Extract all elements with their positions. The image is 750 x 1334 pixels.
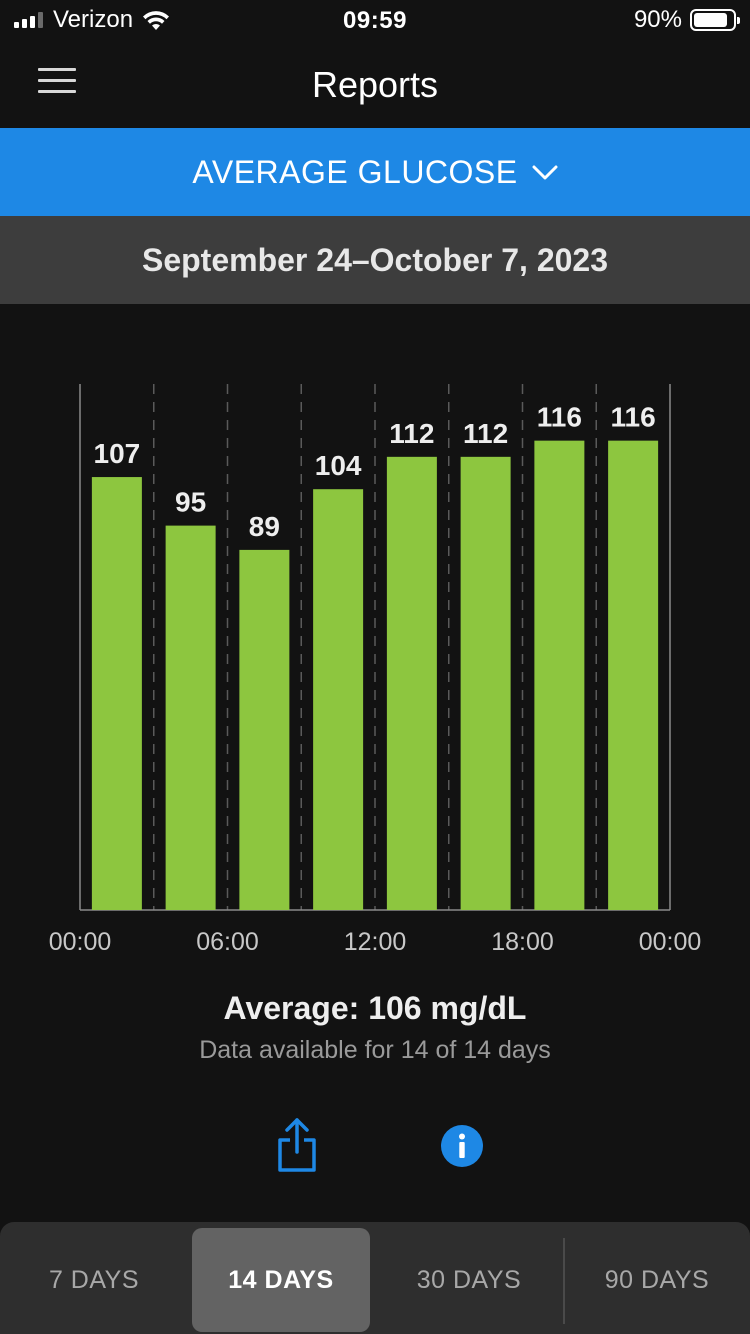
bar-value-label: 104 bbox=[315, 450, 362, 481]
x-tick-label: 12:00 bbox=[344, 928, 407, 956]
bar-value-label: 112 bbox=[463, 418, 508, 449]
date-range-bar: September 24–October 7, 2023 bbox=[0, 216, 750, 304]
report-type-label: AVERAGE GLUCOSE bbox=[192, 153, 518, 190]
bar-value-label: 107 bbox=[94, 438, 141, 469]
bar bbox=[386, 456, 437, 910]
status-bar: Verizon 09:59 90% bbox=[0, 0, 750, 40]
date-range: September 24–October 7, 2023 bbox=[141, 241, 608, 278]
tab-divider bbox=[563, 1238, 565, 1324]
bar bbox=[165, 525, 216, 910]
bar bbox=[239, 549, 290, 910]
x-tick-label: 00:00 bbox=[49, 928, 112, 956]
carrier-name: Verizon bbox=[53, 6, 134, 33]
battery-icon bbox=[690, 9, 740, 31]
hamburger-menu-icon[interactable] bbox=[38, 68, 82, 100]
share-icon[interactable] bbox=[274, 1116, 320, 1176]
period-tab-bar: 7 DAYS 14 DAYS 30 DAYS 90 DAYS bbox=[0, 1222, 750, 1334]
tab-30-days[interactable]: 30 DAYS bbox=[416, 1265, 522, 1294]
wifi-icon bbox=[143, 11, 170, 30]
bar-chart: 107 95 89 104 112 112 116 116 00:00 06:00 12:00 18:… bbox=[49, 384, 702, 956]
bar bbox=[534, 440, 585, 910]
data-availability: Data available for 14 of 14 days bbox=[199, 1036, 551, 1064]
bar-value-label: 116 bbox=[537, 402, 582, 433]
bar-value-label: 89 bbox=[249, 511, 280, 542]
x-tick-label: 06:00 bbox=[196, 928, 259, 956]
report-type-dropdown[interactable]: AVERAGE GLUCOSE bbox=[0, 128, 750, 216]
bar bbox=[608, 440, 659, 910]
status-time: 09:59 bbox=[343, 7, 407, 34]
nav-bar: Reports bbox=[0, 40, 750, 128]
tab-7-days[interactable]: 7 DAYS bbox=[48, 1265, 140, 1294]
x-tick-label: 00:00 bbox=[639, 928, 702, 956]
tab-14-days[interactable]: 14 DAYS bbox=[192, 1228, 370, 1332]
bar bbox=[460, 456, 511, 910]
battery-percent: 90% bbox=[633, 6, 682, 33]
status-right: 90% bbox=[633, 6, 740, 33]
page-title: Reports bbox=[311, 64, 439, 105]
average-value: Average: 106 mg/dL bbox=[223, 990, 527, 1026]
chevron-down-icon bbox=[532, 165, 558, 180]
info-icon[interactable] bbox=[440, 1124, 484, 1168]
bar-value-label: 116 bbox=[611, 402, 656, 433]
average-glucose-chart: 107 95 89 104 112 112 116 116 00:00 06:00 12:00 18:… bbox=[0, 360, 750, 980]
bar-value-label: 112 bbox=[389, 418, 434, 449]
bar bbox=[313, 489, 364, 910]
cellular-signal-icon bbox=[14, 12, 43, 28]
tab-90-days[interactable]: 90 DAYS bbox=[604, 1265, 710, 1294]
bar bbox=[91, 477, 142, 910]
status-left: Verizon bbox=[14, 6, 171, 33]
bar-value-label: 95 bbox=[175, 487, 206, 518]
x-tick-label: 18:00 bbox=[491, 928, 554, 956]
